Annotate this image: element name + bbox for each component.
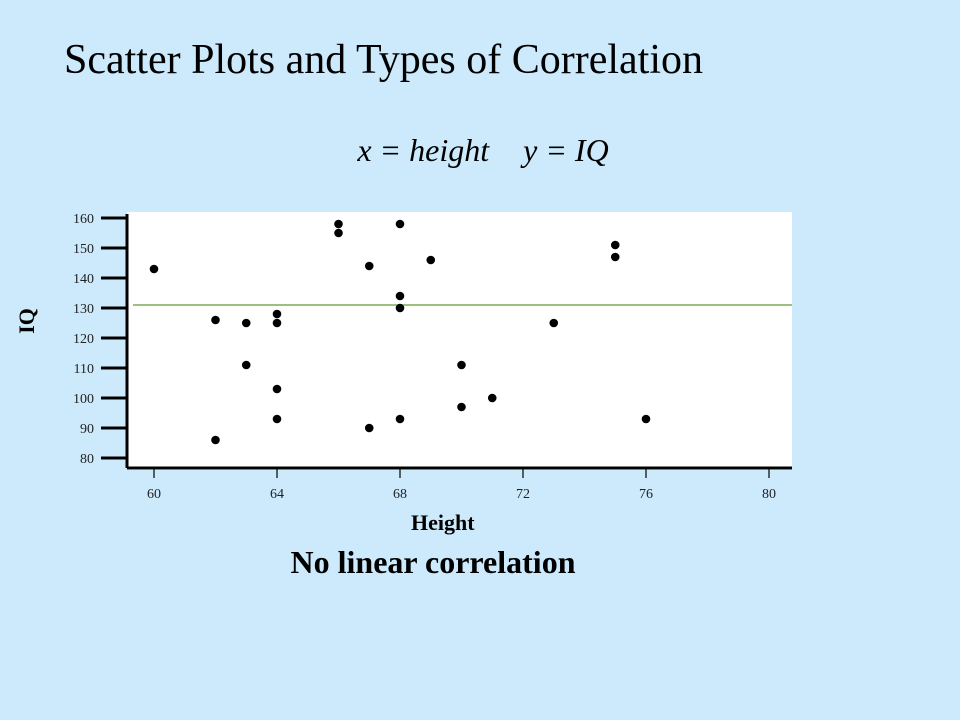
x-tick-label: 64 (270, 487, 284, 502)
data-point (395, 303, 405, 313)
data-point (549, 318, 559, 328)
data-point (395, 291, 405, 301)
x-axis-label: Height (411, 510, 475, 535)
y-tick-label: 120 (73, 332, 94, 347)
y-tick-label: 90 (80, 422, 94, 437)
data-point (334, 228, 343, 238)
y-tick-label: 110 (74, 362, 94, 377)
data-point (272, 384, 282, 394)
x-tick-label: 68 (393, 487, 407, 502)
data-point (426, 255, 436, 265)
data-point (211, 435, 220, 445)
y-axis-label: IQ (13, 308, 39, 334)
x-definition: x = height (357, 132, 490, 168)
x-tick-label: 60 (147, 487, 161, 502)
data-point (241, 360, 251, 370)
x-tick-label: 76 (639, 487, 653, 502)
data-point (457, 360, 466, 370)
data-point (272, 318, 282, 328)
y-tick-label: 150 (73, 242, 94, 257)
data-point (272, 414, 282, 424)
data-point (457, 402, 466, 412)
data-point (364, 423, 374, 433)
correlation-caption: No linear correlation (290, 544, 576, 580)
data-point (610, 252, 620, 262)
data-point (395, 414, 405, 424)
data-point (334, 219, 343, 229)
variable-definitions: x = height y = IQ (0, 132, 960, 169)
data-point (395, 219, 405, 229)
slide-title: Scatter Plots and Types of Correlation (64, 37, 704, 83)
x-tick-label: 72 (516, 487, 530, 502)
y-tick-label: 140 (73, 272, 94, 287)
data-point (364, 261, 374, 271)
y-tick-label: 130 (73, 302, 94, 317)
data-point (241, 318, 251, 328)
plot-area (127, 212, 792, 470)
data-point (211, 315, 220, 325)
data-point (149, 264, 159, 274)
data-point (272, 309, 282, 319)
y-tick-label: 100 (73, 392, 94, 407)
data-point (610, 240, 620, 250)
y-tick-label: 160 (73, 212, 94, 227)
y-definition: y = IQ (523, 132, 609, 168)
data-point (641, 414, 651, 424)
data-point (487, 393, 497, 403)
y-tick-label: 80 (80, 452, 94, 467)
x-tick-label: 80 (762, 487, 776, 502)
